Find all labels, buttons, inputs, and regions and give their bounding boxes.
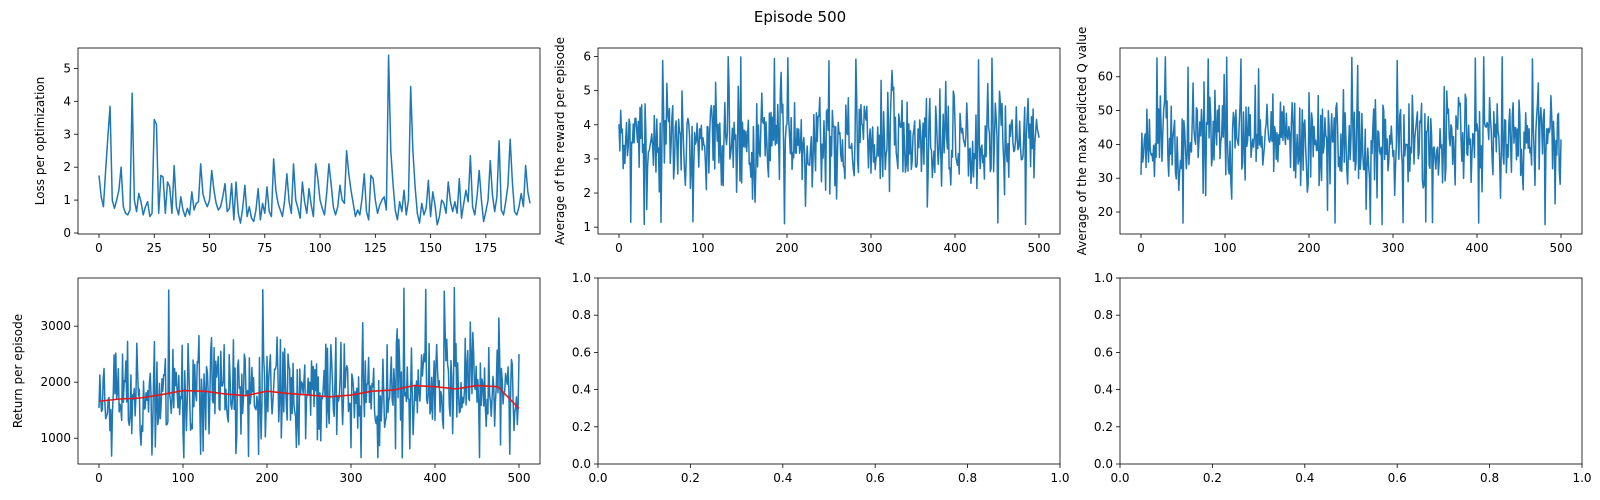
panel-return: 0 100 200 300 400 500 1000 2000 3000 Return per e… bbox=[11, 277, 541, 485]
x-tick-label: 200 bbox=[256, 471, 279, 485]
series-line bbox=[98, 54, 531, 226]
axes-frame bbox=[1119, 47, 1583, 235]
x-tick-label: 300 bbox=[860, 241, 883, 255]
y-tick-label: 1 bbox=[63, 193, 71, 207]
y-tick-label: 20 bbox=[1098, 205, 1113, 219]
x-tick-label: 0.6 bbox=[1388, 471, 1407, 485]
y-tick-label: 0.0 bbox=[572, 457, 591, 471]
y-tick-label: 2 bbox=[583, 186, 591, 200]
y-tick-label: 3 bbox=[63, 127, 71, 141]
axes-frame bbox=[77, 277, 541, 465]
x-tick-label: 0.0 bbox=[1110, 471, 1129, 485]
x-tick-label: 0.8 bbox=[958, 471, 977, 485]
figure-title: Episode 500 bbox=[753, 8, 847, 26]
y-axis-label: Average of the max predicted Q value bbox=[1075, 27, 1089, 256]
series-line bbox=[1140, 56, 1562, 226]
x-tick-label: 300 bbox=[1382, 241, 1405, 255]
y-tick-label: 1000 bbox=[40, 431, 71, 445]
y-tick-label: 40 bbox=[1098, 137, 1113, 151]
x-tick-label: 75 bbox=[257, 241, 272, 255]
x-tick-label: 300 bbox=[340, 471, 363, 485]
y-tick-label: 30 bbox=[1098, 171, 1113, 185]
x-tick-label: 150 bbox=[419, 241, 442, 255]
y-tick-label: 1.0 bbox=[572, 271, 591, 285]
moving-average-line bbox=[98, 384, 520, 410]
y-tick-label: 0.2 bbox=[572, 420, 591, 434]
x-tick-label: 0.6 bbox=[866, 471, 885, 485]
y-tick-label: 50 bbox=[1098, 104, 1113, 118]
series-line bbox=[98, 286, 520, 459]
x-tick-label: 100 bbox=[692, 241, 715, 255]
x-tick-label: 400 bbox=[944, 241, 967, 255]
panel-empty-middle: 0.0 0.2 0.4 0.6 0.8 1.0 0.0 0.2 0.4 0.6 0.8 1.0 bbox=[572, 271, 1070, 485]
y-tick-label: 4 bbox=[583, 118, 591, 132]
x-tick-label: 0 bbox=[615, 241, 623, 255]
y-tick-label: 3000 bbox=[40, 319, 71, 333]
x-tick-label: 0.0 bbox=[588, 471, 607, 485]
x-tick-label: 0 bbox=[1137, 241, 1145, 255]
y-tick-label: 0.8 bbox=[1094, 308, 1113, 322]
x-tick-label: 500 bbox=[1550, 241, 1573, 255]
x-tick-label: 500 bbox=[1028, 241, 1051, 255]
y-tick-label: 0.2 bbox=[1094, 420, 1113, 434]
y-tick-label: 3 bbox=[583, 152, 591, 166]
y-tick-label: 0.4 bbox=[572, 383, 591, 397]
x-tick-label: 50 bbox=[202, 241, 217, 255]
y-tick-label: 0 bbox=[63, 226, 71, 240]
x-tick-label: 25 bbox=[147, 241, 162, 255]
y-tick-label: 1.0 bbox=[1094, 271, 1113, 285]
y-tick-label: 6 bbox=[583, 50, 591, 64]
y-tick-label: 0.0 bbox=[1094, 457, 1113, 471]
panel-empty-right: 0.0 0.2 0.4 0.6 0.8 1.0 0.0 0.2 0.4 0.6 0.8 1.0 bbox=[1094, 271, 1592, 485]
y-axis-label: Return per episode bbox=[11, 314, 25, 428]
x-tick-label: 1.0 bbox=[1050, 471, 1069, 485]
y-tick-label: 2000 bbox=[40, 375, 71, 389]
x-tick-label: 100 bbox=[172, 471, 195, 485]
y-tick-label: 4 bbox=[63, 94, 71, 108]
panel-reward: 0 100 200 300 400 500 1 2 3 4 5 6 Average of the rew… bbox=[553, 37, 1061, 255]
x-tick-label: 0 bbox=[95, 471, 103, 485]
panel-max-q: 0 100 200 300 400 500 20 30 40 50 60 Average of the… bbox=[1075, 27, 1583, 256]
x-tick-label: 0 bbox=[95, 241, 103, 255]
x-tick-label: 400 bbox=[1466, 241, 1489, 255]
x-tick-label: 200 bbox=[1298, 241, 1321, 255]
x-tick-label: 100 bbox=[1214, 241, 1237, 255]
x-tick-label: 0.2 bbox=[1203, 471, 1222, 485]
x-tick-label: 125 bbox=[364, 241, 387, 255]
y-tick-label: 5 bbox=[63, 61, 71, 75]
x-tick-label: 0.4 bbox=[773, 471, 792, 485]
y-tick-label: 0.8 bbox=[572, 308, 591, 322]
axes-frame bbox=[597, 47, 1061, 235]
y-tick-label: 1 bbox=[583, 220, 591, 234]
x-tick-label: 500 bbox=[508, 471, 531, 485]
x-tick-label: 400 bbox=[424, 471, 447, 485]
axes-frame bbox=[597, 277, 1061, 465]
y-tick-label: 60 bbox=[1098, 70, 1113, 84]
y-axis-label: Average of the reward per episode bbox=[553, 37, 567, 245]
x-tick-label: 0.4 bbox=[1295, 471, 1314, 485]
y-tick-label: 2 bbox=[63, 160, 71, 174]
y-tick-label: 5 bbox=[583, 84, 591, 98]
y-tick-label: 0.6 bbox=[572, 345, 591, 359]
y-tick-label: 0.4 bbox=[1094, 383, 1113, 397]
axes-frame bbox=[1119, 277, 1583, 465]
x-tick-label: 0.8 bbox=[1480, 471, 1499, 485]
y-tick-label: 0.6 bbox=[1094, 345, 1113, 359]
x-tick-label: 200 bbox=[776, 241, 799, 255]
axes-frame bbox=[77, 47, 541, 235]
x-tick-label: 100 bbox=[309, 241, 332, 255]
panel-loss: 0 25 50 75 100 125 150 175 0 1 2 3 4 5 Loss per optimi… bbox=[33, 47, 541, 255]
series-line bbox=[618, 55, 1040, 226]
x-tick-label: 175 bbox=[474, 241, 497, 255]
y-axis-label: Loss per optimization bbox=[33, 77, 47, 206]
x-tick-label: 0.2 bbox=[681, 471, 700, 485]
x-tick-label: 1.0 bbox=[1572, 471, 1591, 485]
